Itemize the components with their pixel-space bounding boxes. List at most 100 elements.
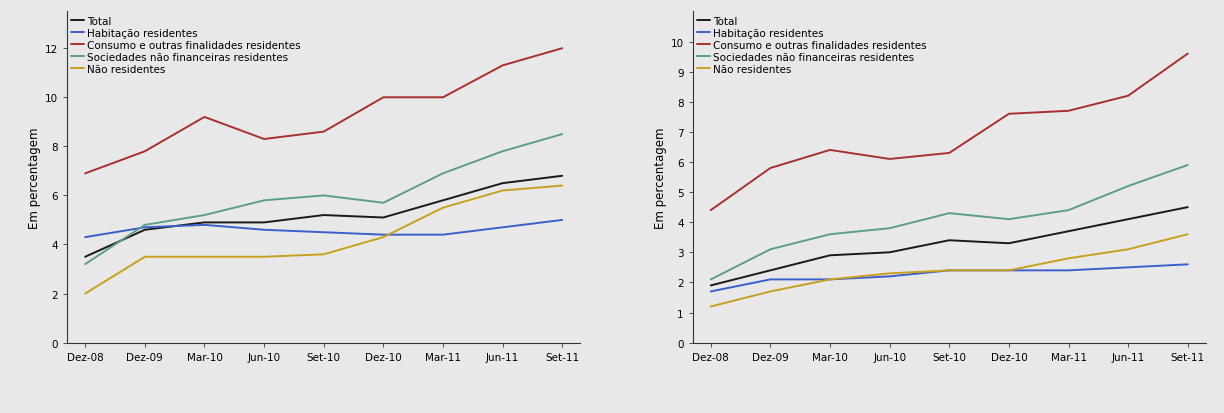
Sociedades não financeiras residentes [1001,217,1016,222]
Total [197,221,212,225]
Habitação residentes [197,223,212,228]
Não residentes [942,268,957,273]
Total [1121,217,1136,222]
Habitação residentes [436,233,450,237]
Habitação residentes [704,289,718,294]
Habitação residentes [1061,268,1076,273]
Não residentes [78,291,93,296]
Sociedades não financeiras residentes [942,211,957,216]
Y-axis label: Em percentagem: Em percentagem [28,127,40,228]
Não residentes [376,235,390,240]
Sociedades não financeiras residentes [316,193,330,198]
Total [376,216,390,221]
Habitação residentes [763,277,777,282]
Sociedades não financeiras residentes [137,223,152,228]
Habitação residentes [1180,262,1195,267]
Line: Total: Total [86,176,562,257]
Sociedades não financeiras residentes [823,232,837,237]
Total [496,181,510,186]
Line: Sociedades não financeiras residentes: Sociedades não financeiras residentes [86,135,562,264]
Não residentes [316,252,330,257]
Total [883,250,897,255]
Sociedades não financeiras residentes [554,132,569,137]
Consumo e outras finalidades residentes [942,151,957,156]
Não residentes [1121,247,1136,252]
Total [137,228,152,233]
Sociedades não financeiras residentes [496,150,510,154]
Consumo e outras finalidades residentes [1061,109,1076,114]
Y-axis label: Em percentagem: Em percentagem [654,127,667,228]
Não residentes [883,271,897,276]
Line: Não residentes: Não residentes [711,235,1187,307]
Não residentes [554,184,569,189]
Total [704,283,718,288]
Habitação residentes [554,218,569,223]
Total [78,255,93,260]
Não residentes [823,277,837,282]
Não residentes [1061,256,1076,261]
Legend: Total, Habitação residentes, Consumo e outras finalidades residentes, Sociedades: Total, Habitação residentes, Consumo e o… [695,14,928,77]
Não residentes [137,255,152,260]
Não residentes [257,255,272,260]
Sociedades não financeiras residentes [1061,208,1076,213]
Habitação residentes [137,225,152,230]
Consumo e outras finalidades residentes [137,150,152,154]
Total [942,238,957,243]
Consumo e outras finalidades residentes [197,115,212,120]
Sociedades não financeiras residentes [1121,184,1136,189]
Total [436,198,450,203]
Consumo e outras finalidades residentes [823,148,837,153]
Habitação residentes [316,230,330,235]
Total [763,268,777,273]
Sociedades não financeiras residentes [78,262,93,267]
Não residentes [763,289,777,294]
Sociedades não financeiras residentes [883,226,897,231]
Habitação residentes [496,225,510,230]
Sociedades não financeiras residentes [436,171,450,176]
Line: Habitação residentes: Habitação residentes [711,265,1187,292]
Sociedades não financeiras residentes [257,198,272,203]
Sociedades não financeiras residentes [197,213,212,218]
Consumo e outras finalidades residentes [554,47,569,52]
Não residentes [197,255,212,260]
Não residentes [496,189,510,194]
Não residentes [436,206,450,211]
Total [823,253,837,258]
Consumo e outras finalidades residentes [78,171,93,176]
Sociedades não financeiras residentes [1180,163,1195,168]
Consumo e outras finalidades residentes [1001,112,1016,117]
Line: Total: Total [711,208,1187,286]
Line: Consumo e outras finalidades residentes: Consumo e outras finalidades residentes [86,49,562,174]
Consumo e outras finalidades residentes [316,130,330,135]
Consumo e outras finalidades residentes [257,137,272,142]
Line: Não residentes: Não residentes [86,186,562,294]
Habitação residentes [942,268,957,273]
Legend: Total, Habitação residentes, Consumo e outras finalidades residentes, Sociedades: Total, Habitação residentes, Consumo e o… [70,14,302,77]
Habitação residentes [257,228,272,233]
Consumo e outras finalidades residentes [763,166,777,171]
Total [257,221,272,225]
Consumo e outras finalidades residentes [496,64,510,69]
Não residentes [1180,232,1195,237]
Total [554,174,569,179]
Habitação residentes [823,277,837,282]
Total [1180,205,1195,210]
Habitação residentes [376,233,390,237]
Habitação residentes [1001,268,1016,273]
Total [1061,229,1076,234]
Sociedades não financeiras residentes [704,277,718,282]
Line: Habitação residentes: Habitação residentes [86,221,562,237]
Habitação residentes [883,274,897,279]
Consumo e outras finalidades residentes [1121,94,1136,99]
Consumo e outras finalidades residentes [436,95,450,100]
Consumo e outras finalidades residentes [883,157,897,162]
Consumo e outras finalidades residentes [1180,52,1195,57]
Consumo e outras finalidades residentes [704,208,718,213]
Não residentes [1001,268,1016,273]
Total [1001,241,1016,246]
Line: Consumo e outras finalidades residentes: Consumo e outras finalidades residentes [711,55,1187,211]
Consumo e outras finalidades residentes [376,95,390,100]
Sociedades não financeiras residentes [376,201,390,206]
Sociedades não financeiras residentes [763,247,777,252]
Habitação residentes [78,235,93,240]
